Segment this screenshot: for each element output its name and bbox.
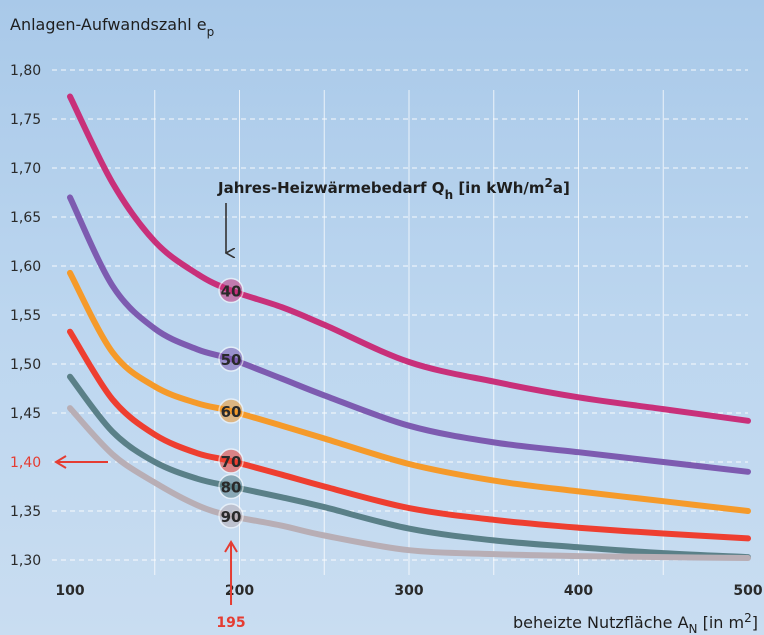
y-tick-label: 1,40 <box>10 455 41 471</box>
legend-title-tail: a] <box>553 179 570 197</box>
x-tick-label: 300 <box>394 583 423 599</box>
series-line-80 <box>67 373 751 561</box>
series-line-90 <box>67 405 751 561</box>
series-label-70: 70 <box>221 453 242 471</box>
series-label-80: 80 <box>221 479 242 497</box>
y-tick-label: 1,35 <box>10 504 41 520</box>
y-tick-label: 1,80 <box>10 63 41 79</box>
tick-labels: 1,30 1,35 1,40 1,45 1,50 1,55 1,60 1,65 1,70 1,75… <box>10 63 763 599</box>
x-axis-label-sub: N <box>689 622 698 635</box>
x-tick-label: 400 <box>564 583 593 599</box>
y-axis-label-sub: p <box>207 25 215 39</box>
y-tick-label: 1,55 <box>10 308 41 324</box>
curves <box>67 93 751 561</box>
y-tick-label: 1,65 <box>10 210 41 226</box>
series-label-60: 60 <box>221 403 242 421</box>
series-label-50: 50 <box>221 351 242 369</box>
series-line-40 <box>67 93 751 424</box>
x-axis-label-tail: ] <box>752 613 758 632</box>
y-axis-label: Anlagen-Aufwandszahl ep <box>10 15 214 39</box>
series-label-badge-90 <box>218 503 244 529</box>
x-axis-label-sup: 2 <box>744 611 752 625</box>
y-tick-label: 1,30 <box>10 553 41 569</box>
series-line-50 <box>67 194 751 475</box>
legend-title-sup: 2 <box>545 176 553 190</box>
x-marker-label: 195 <box>216 615 245 631</box>
legend-title-mid: [in kWh/m <box>453 179 544 197</box>
legend-title: Jahres-Heizwärmebedarf Qh [in kWh/m2a] <box>217 176 570 202</box>
series-label-40: 40 <box>221 283 242 301</box>
series-label-90: 90 <box>221 508 242 526</box>
series-label-badge-60 <box>218 398 244 424</box>
y-tick-label: 1,75 <box>10 112 41 128</box>
y-tick-label: 1,45 <box>10 406 41 422</box>
series-label-badge-40 <box>218 277 244 304</box>
legend-title-sub: h <box>445 188 454 202</box>
y-tick-label: 1,60 <box>10 259 41 275</box>
y-axis-label-text: Anlagen-Aufwandszahl e <box>10 15 207 34</box>
reading-markers: 195 <box>54 455 246 631</box>
x-marker-arrow-head <box>224 540 238 553</box>
series-label-badge-80 <box>218 473 244 500</box>
curve-labels: 40 50 60 70 80 90 <box>218 277 244 529</box>
series-label-badge-50 <box>218 346 244 372</box>
x-tick-label: 500 <box>733 583 762 599</box>
y-tick-label: 1,50 <box>10 357 41 373</box>
series-label-badge-70 <box>218 448 244 474</box>
x-tick-label: 100 <box>55 583 84 599</box>
series-line-70 <box>67 328 751 542</box>
x-tick-label: 200 <box>225 583 254 599</box>
x-axis-label-mid: [in m <box>698 613 745 632</box>
y-tick-label: 1,70 <box>10 161 41 177</box>
y-marker-arrow-head <box>54 455 67 469</box>
x-axis-label-text: beheizte Nutzfläche A <box>513 613 689 632</box>
series-line-60 <box>67 269 751 514</box>
legend-title-text: Jahres-Heizwärmebedarf Q <box>217 179 445 197</box>
x-axis-label: beheizte Nutzfläche AN [in m2] <box>513 611 758 635</box>
